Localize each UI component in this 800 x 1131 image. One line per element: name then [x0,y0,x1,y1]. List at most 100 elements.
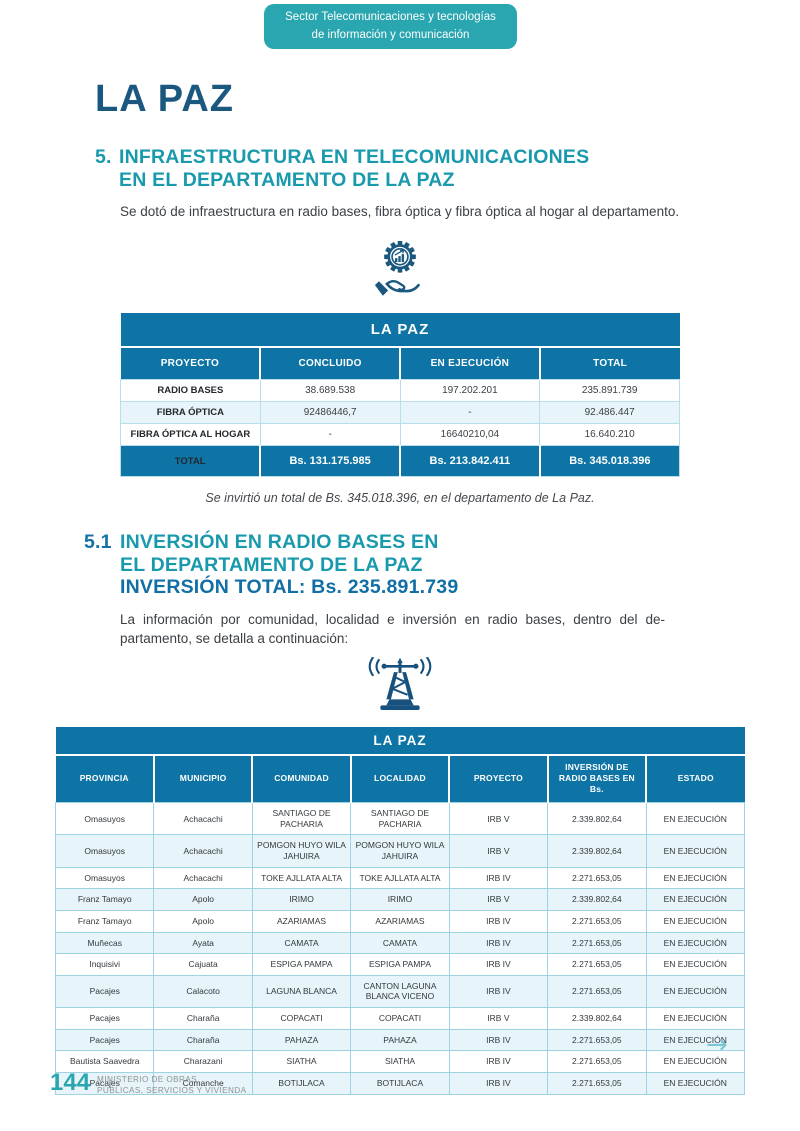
section-5-number: 5. [95,146,112,168]
section-5-1-heading: 5.1 INVERSIÓN EN RADIO BASES EN EL DEPAR… [84,531,800,599]
section-5-heading-text: INFRAESTRUCTURA EN TELECOMUNICACIONES EN… [119,146,589,191]
table-cell: LAGUNA BLANCA [251,974,352,1009]
table-cell: Cajuata [153,953,253,976]
table-cell: Pacajes [54,1007,155,1030]
table-cell: 2.271.653,05 [547,1028,647,1052]
ministry-name: MINISTERIO DE OBRAS PÚBLICAS, SERVICIOS … [97,1075,246,1096]
table-cell: POMGON HUYO WILA JAHUIRA [251,834,352,868]
table-cell: Apolo [153,888,253,911]
table-cell: TOKE AJLLATA ALTA [350,866,450,890]
table-cell: IRB IV [448,909,549,933]
table-cell: 197.202.201 [399,379,541,403]
section-5-1-heading-text: INVERSIÓN EN RADIO BASES EN EL DEPARTAME… [120,531,458,599]
table-cell: EN EJECUCIÓN [645,953,746,976]
table-cell: CAMATA [350,931,450,955]
table-cell: 2.271.653,05 [547,953,647,976]
radio-tower-icon [368,656,432,710]
table-cell: EN EJECUCIÓN [645,931,746,955]
column-header: TOTAL [538,347,680,380]
table-cell: 16.640.210 [539,423,680,447]
table-cell: SIATHA [251,1050,352,1073]
total-cell: Bs. 131.175.985 [259,445,401,478]
page-footer: 144 MINISTERIO DE OBRAS PÚBLICAS, SERVIC… [50,1071,246,1096]
table-row: RADIO BASES 38.689.538 197.202.201 235.891.… [120,379,680,403]
table-cell: EN EJECUCIÓN [645,866,746,890]
table-cell: POMGON HUYO WILA JAHUIRA [350,834,450,868]
table-cell: PAHAZA [350,1028,450,1052]
table-cell: TOKE AJLLATA ALTA [251,866,352,890]
table-cell: EN EJECUCIÓN [645,1007,746,1030]
table-row: Pacajes Charaña COPACATI COPACATI IRB V 2.339… [54,1007,746,1030]
column-header: PROYECTO [120,347,261,380]
table-cell: RADIO BASES [120,379,261,403]
table-cell: FIBRA ÓPTICA [120,401,261,425]
column-header: MUNICIPIO [152,754,253,803]
table-cell: EN EJECUCIÓN [645,834,746,868]
table-cell: EN EJECUCIÓN [645,1050,746,1073]
table-cell: 2.271.653,05 [547,866,647,890]
column-header-row: PROVINCIA MUNICIPIO COMUNIDAD LOCALIDAD PROY… [55,754,745,803]
table-cell: IRB V [448,834,549,868]
table-row: FIBRA ÓPTICA 92486446,7-92.486.447 [120,401,680,425]
table-cell: ESPIGA PAMPA [251,953,352,976]
sector-badge-line1: Sector Telecomunicaciones y tecnologías [285,11,496,24]
table-cell: 2.339.802,64 [547,888,647,911]
table-row: Pacajes Comanche BOTIJLACA BOTIJLACA IRB IV 2… [54,1071,746,1095]
table-cell: - [399,401,541,425]
table-cell: Pacajes [54,1071,155,1095]
section-5-heading-line1: INFRAESTRUCTURA EN TELECOMUNICACIONES [119,146,590,168]
column-header: LOCALIDAD [349,754,450,803]
table-cell: EN EJECUCIÓN [645,802,746,836]
table-cell: IRIMO [251,888,352,911]
table-row: Inquisivi Cajuata ESPIGA PAMPA ESPIGA PAMPA… [54,953,746,976]
column-header: ESTADO [645,754,745,803]
page-title: LA PAZ [95,78,234,120]
table-cell: Achacachi [153,834,253,868]
table-cell: IRB V [448,888,549,911]
section-5-heading-line2: EN EL DEPARTAMENTO DE LA PAZ [119,168,455,191]
sector-badge: Sector Telecomunicaciones y tecnologías … [264,4,517,49]
ministry-line1: MINISTERIO DE OBRAS [97,1075,197,1084]
table-cell: Omasuyos [54,866,155,890]
total-row: TOTAL Bs. 131.175.985 Bs. 213.842.411 Bs… [120,445,680,478]
table-cell: AZARIAMAS [350,909,450,933]
table-cell: Charaña [153,1028,253,1052]
table-cell: Achacachi [153,802,253,836]
table-cell: 92.486.447 [539,401,680,425]
table-cell: SANTIAGO DE PACHARIA [251,802,352,836]
table-cell: IRIMO [350,888,450,911]
table-cell: Franz Tamayo [54,909,155,933]
next-page-arrow-icon[interactable]: → [706,1030,728,1060]
table-cell: IRB IV [448,866,549,890]
table-cell: Muñecas [54,931,155,955]
table-cell: 2.271.653,05 [547,1050,647,1073]
table-cell: 2.339.802,64 [547,802,647,836]
table-cell: COPACATI [350,1007,450,1030]
table-cell: 38.689.538 [259,379,401,403]
radio-bases-table: LA PAZ PROVINCIA MUNICIPIO COMUNIDAD LOCALI… [54,726,746,1095]
table-cell: IRB IV [448,974,549,1009]
table-cell: 2.339.802,64 [547,834,647,868]
table-cell: EN EJECUCIÓN [645,888,746,911]
column-header: EN EJECUCIÓN [399,347,540,380]
table-row: Omasuyos Achacachi SANTIAGO DE PACHARIA SAN… [54,802,746,836]
table-row: Muñecas Ayata CAMATA CAMATA IRB IV 2.271.653,… [54,931,746,955]
table-cell: IRB IV [448,1028,549,1052]
table-cell: Apolo [153,909,253,933]
table-cell: 2.339.802,64 [547,1007,647,1030]
table-cell: EN EJECUCIÓN [645,909,746,933]
table-cell: BOTIJLACA [350,1071,450,1095]
table-cell: 235.891.739 [539,379,680,403]
table-cell: Inquisivi [54,953,155,976]
table-cell: IRB V [448,802,549,836]
column-header-row: PROYECTO CONCLUIDO EN EJECUCIÓN TOTAL [120,347,680,380]
table-cell: IRB IV [448,1050,549,1073]
table-row: Omasuyos Achacachi POMGON HUYO WILA JAHUIR… [54,834,746,868]
table-cell: EN EJECUCIÓN [645,974,746,1009]
table-cell: EN EJECUCIÓN [645,1028,746,1052]
table-row: Pacajes Charaña PAHAZA PAHAZA IRB IV 2.271.65… [54,1028,746,1052]
table-cell: Omasuyos [54,802,155,836]
tower-icon-row [0,656,800,713]
column-header: PROYECTO [448,754,548,803]
table-cell: BOTIJLACA [251,1071,352,1095]
